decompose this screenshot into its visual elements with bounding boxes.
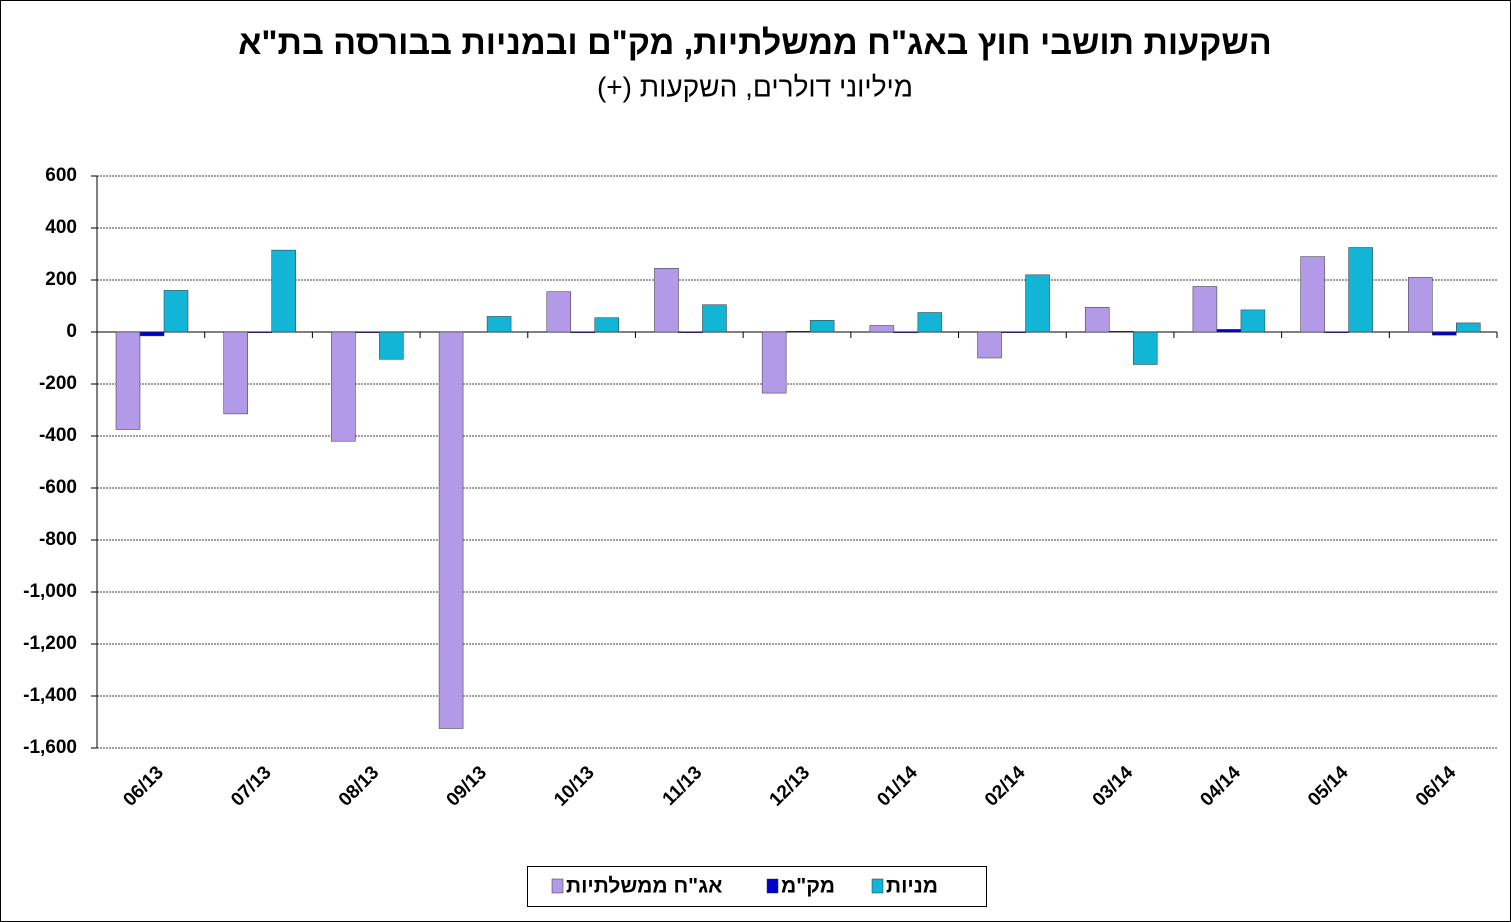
bar <box>139 331 165 337</box>
y-tick-label: -800 <box>39 529 77 550</box>
bar <box>115 331 141 430</box>
bar <box>438 331 464 729</box>
y-tick-label: 0 <box>66 321 77 342</box>
y-tick-label: -200 <box>39 373 77 394</box>
bar <box>486 316 512 333</box>
bar <box>546 291 572 333</box>
bar <box>1324 331 1349 334</box>
bar <box>1025 274 1050 333</box>
bar <box>869 325 895 333</box>
bar <box>1348 247 1373 333</box>
y-tick-label: -600 <box>39 477 77 498</box>
bar <box>654 268 679 333</box>
bar <box>594 317 620 333</box>
bar <box>1456 322 1481 333</box>
bar <box>331 331 356 442</box>
bar <box>761 331 787 394</box>
y-tick-label: 200 <box>45 269 77 290</box>
legend-label: מניות <box>886 875 938 898</box>
y-tick-label: 600 <box>45 165 77 186</box>
bar <box>247 331 272 334</box>
chart-subtitle: מיליוני דולרים, השקעות (+) <box>597 71 913 102</box>
y-tick-label: -400 <box>39 425 77 446</box>
bar <box>785 330 811 333</box>
chart-title: השקעות תושבי חוץ באג"ח ממשלתיות, מק"ם וב… <box>238 24 1272 62</box>
bar <box>702 304 727 333</box>
bar <box>355 331 380 334</box>
bar <box>893 331 919 334</box>
bar <box>271 249 296 333</box>
bar <box>1300 256 1325 333</box>
bar <box>570 331 596 334</box>
legend-label: אג"ח ממשלתיות <box>566 875 723 898</box>
bar <box>1084 307 1110 333</box>
legend-swatch <box>766 878 779 894</box>
bar <box>223 331 248 415</box>
bar <box>163 290 189 333</box>
legend-box <box>527 866 987 907</box>
y-tick-label: 400 <box>45 217 77 238</box>
bar <box>977 331 1002 359</box>
y-tick-label: -1,600 <box>23 737 77 758</box>
bar <box>379 331 404 360</box>
bar <box>1001 331 1026 334</box>
y-tick-label: -1,200 <box>23 633 77 654</box>
bar <box>1132 331 1158 365</box>
bar <box>1216 329 1242 333</box>
bar <box>809 320 835 333</box>
bar <box>1192 286 1218 333</box>
bar <box>678 331 703 334</box>
y-tick-label: -1,000 <box>23 581 77 602</box>
bar <box>1408 277 1433 333</box>
legend-label: מק"מ <box>781 875 835 898</box>
plot-area <box>97 176 1497 748</box>
legend-swatch <box>551 878 564 894</box>
bar <box>1432 331 1457 336</box>
legend-swatch <box>871 878 884 894</box>
y-tick-label: -1,400 <box>23 685 77 706</box>
bar <box>1108 330 1134 333</box>
bar <box>1240 309 1266 333</box>
bar <box>917 312 943 333</box>
